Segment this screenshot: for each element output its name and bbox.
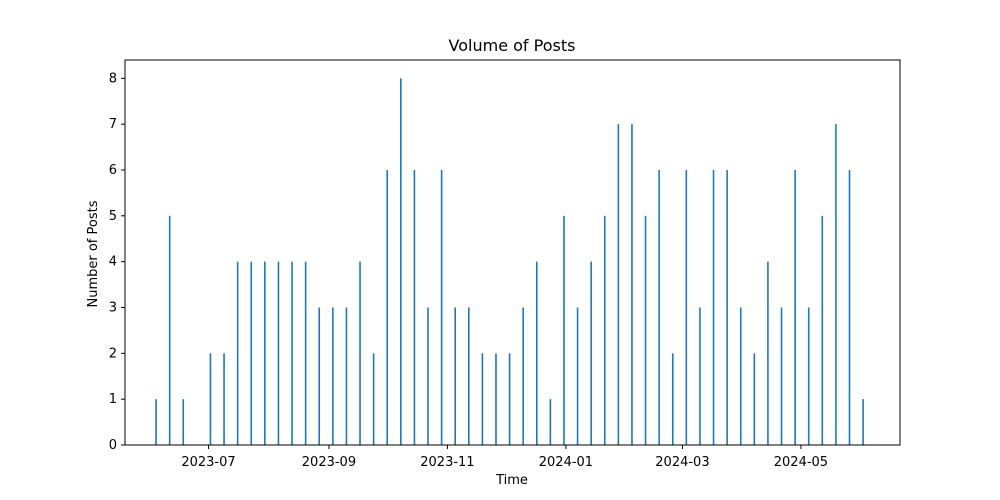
y-axis-label: Number of Posts — [86, 200, 101, 307]
bar — [767, 261, 769, 445]
bar — [223, 353, 225, 445]
bar — [386, 170, 389, 445]
x-tick-label: 2024-03 — [655, 455, 709, 470]
bar — [522, 307, 524, 445]
bar — [685, 170, 688, 445]
bar — [304, 261, 307, 445]
bar — [862, 399, 864, 445]
x-tick-label: 2024-05 — [774, 455, 828, 470]
bar — [535, 261, 538, 445]
bar — [372, 353, 375, 445]
bar — [753, 353, 756, 445]
bar — [508, 353, 511, 445]
bar — [400, 78, 402, 445]
bar — [821, 215, 824, 445]
bar — [468, 307, 470, 445]
bar — [182, 399, 185, 445]
bar — [726, 170, 728, 445]
bar — [563, 215, 565, 445]
bar — [440, 170, 443, 445]
bar — [359, 261, 361, 445]
bar — [848, 170, 851, 445]
bar — [413, 170, 416, 445]
bar — [739, 307, 742, 445]
y-tick-label: 1 — [109, 392, 117, 407]
bar — [712, 170, 715, 445]
bar — [332, 307, 334, 445]
y-tick-label: 8 — [109, 71, 117, 86]
bar — [250, 261, 253, 445]
x-tick-label: 2024-01 — [539, 455, 593, 470]
x-tick-label: 2023-09 — [302, 455, 356, 470]
bar — [495, 353, 497, 445]
y-tick-label: 4 — [109, 255, 117, 270]
bar — [590, 261, 592, 445]
y-tick-label: 6 — [109, 163, 117, 178]
bar — [277, 261, 280, 445]
bar — [427, 307, 429, 445]
bar — [617, 124, 620, 446]
plot-frame — [124, 59, 901, 446]
bar — [345, 307, 348, 445]
bar — [209, 353, 212, 445]
bar — [835, 124, 837, 446]
bar — [549, 399, 552, 445]
y-tick-label: 7 — [109, 117, 117, 132]
bar — [631, 124, 633, 446]
chart-title: Volume of Posts — [449, 36, 576, 55]
bar — [794, 170, 796, 445]
bar — [576, 307, 579, 445]
bar — [603, 215, 606, 445]
x-tick-label: 2023-07 — [181, 455, 235, 470]
bar — [264, 261, 266, 445]
bar — [481, 353, 484, 445]
y-tick-label: 2 — [109, 346, 117, 361]
y-tick-label: 0 — [109, 438, 117, 453]
bar — [699, 307, 701, 445]
bar — [454, 307, 456, 445]
bar — [318, 307, 321, 445]
bar — [780, 307, 783, 445]
x-axis-label: Time — [495, 473, 528, 488]
bar — [658, 170, 660, 445]
y-tick-label: 5 — [109, 209, 117, 224]
y-tick-label: 3 — [109, 301, 117, 316]
bar — [291, 261, 293, 445]
bar — [671, 353, 674, 445]
bar — [644, 215, 647, 445]
bar — [236, 261, 239, 445]
bar — [168, 215, 171, 445]
x-tick-label: 2023-11 — [420, 455, 474, 470]
bar — [155, 399, 157, 445]
bar — [807, 307, 810, 445]
